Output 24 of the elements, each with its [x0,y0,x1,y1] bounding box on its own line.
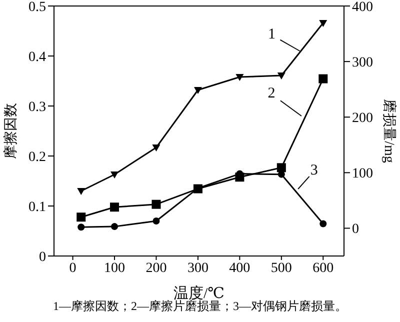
x-tick-label: 300 [187,260,208,276]
x-tick-label: 0 [69,260,76,276]
x-tick-label: 400 [229,260,250,276]
y-tick-label: 0.3 [28,100,46,115]
y2-tick-label: 200 [352,111,373,126]
y2-tick-label: 400 [352,0,373,15]
annotation: 3 [310,162,318,178]
y-tick-label: 0 [39,250,46,265]
y-tick-label: 0.2 [28,150,46,165]
y-tick-label: 0.4 [28,50,46,65]
x-tick-label: 200 [146,260,167,276]
y-tick-label: 0.5 [28,0,46,15]
y2-tick-label: 100 [352,166,373,182]
y2-tick-label: 300 [352,56,373,71]
y-axis-title: 摩擦因数 [2,103,19,159]
x-tick-label: 500 [270,260,292,276]
text: 1—摩擦因数；2—摩擦片磨损量；3—对偶钢片磨损量。 [52,299,348,315]
y2-tick-label: 0 [352,222,359,238]
y2-axis-title: 磨损量/mg [381,99,398,163]
y-tick-label: 0.1 [28,200,46,215]
annotation: 1 [268,26,276,42]
annotation: 2 [268,85,276,102]
x-tick-label: 600 [312,260,334,276]
x-tick-label: 100 [104,260,126,276]
